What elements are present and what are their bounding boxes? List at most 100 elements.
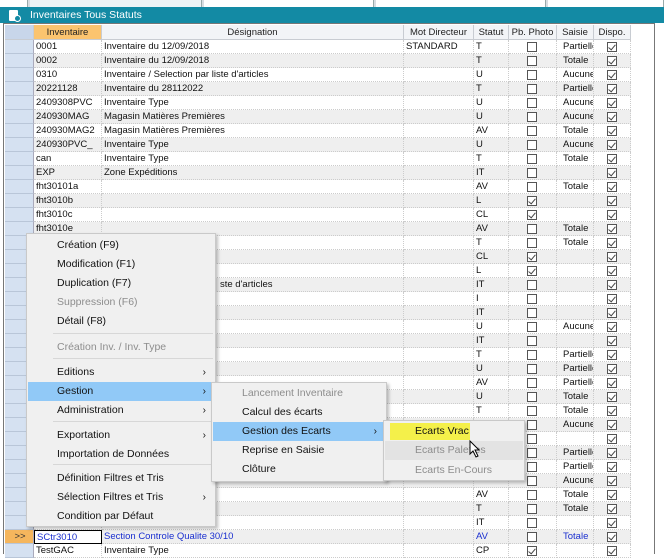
- cell-statut[interactable]: U: [474, 320, 509, 334]
- checkbox[interactable]: [607, 56, 617, 66]
- cell-dispo[interactable]: [594, 320, 631, 334]
- checkbox[interactable]: [607, 196, 617, 206]
- checkbox[interactable]: [527, 154, 537, 164]
- checkbox[interactable]: [607, 322, 617, 332]
- cell-inventaire[interactable]: SCtr3010: [34, 530, 102, 544]
- cell-dispo[interactable]: [594, 488, 631, 502]
- menu-item-administration[interactable]: Administration ›: [28, 401, 214, 420]
- cell-designation[interactable]: Inventaire / Selection par liste d'artic…: [102, 68, 404, 82]
- checkbox[interactable]: [527, 182, 537, 192]
- table-row[interactable]: >> SCtr3010 Section Controle Qualite 30/10…: [4, 530, 631, 544]
- cell-dispo[interactable]: [594, 530, 631, 544]
- cell-inventaire[interactable]: fht30101a: [34, 180, 102, 194]
- header-dispo[interactable]: Dispo.: [594, 25, 631, 40]
- cell-mot-directeur[interactable]: [404, 82, 474, 96]
- cell-saisie[interactable]: [557, 250, 594, 264]
- cell-dispo[interactable]: [594, 474, 631, 488]
- checkbox[interactable]: [527, 546, 537, 556]
- menu-item-ecarts-vrac[interactable]: Ecarts Vrac: [385, 422, 523, 441]
- cell-saisie[interactable]: [557, 544, 594, 558]
- cell-saisie[interactable]: [557, 166, 594, 180]
- table-row[interactable]: fht3010e AV Totale: [4, 222, 631, 236]
- cell-inventaire[interactable]: can: [34, 152, 102, 166]
- menu-item-duplication-f7[interactable]: Duplication (F7): [28, 274, 214, 293]
- checkbox[interactable]: [607, 546, 617, 556]
- table-row[interactable]: TestGAC Inventaire Type CP: [4, 544, 631, 558]
- cell-statut[interactable]: L: [474, 194, 509, 208]
- cell-dispo[interactable]: [594, 418, 631, 432]
- cell-saisie[interactable]: [557, 208, 594, 222]
- cell-mot-directeur[interactable]: [404, 334, 474, 348]
- cell-mot-directeur[interactable]: [404, 530, 474, 544]
- cell-mot-directeur[interactable]: [404, 320, 474, 334]
- checkbox[interactable]: [607, 448, 617, 458]
- cell-dispo[interactable]: [594, 236, 631, 250]
- checkbox[interactable]: [527, 350, 537, 360]
- checkbox[interactable]: [607, 378, 617, 388]
- cell-saisie[interactable]: Aucune: [557, 68, 594, 82]
- cell-pb-photo[interactable]: [509, 82, 557, 96]
- checkbox[interactable]: [527, 434, 537, 444]
- checkbox[interactable]: [527, 504, 537, 514]
- cell-dispo[interactable]: [594, 544, 631, 558]
- cell-pb-photo[interactable]: [509, 180, 557, 194]
- checkbox[interactable]: [607, 238, 617, 248]
- cell-statut[interactable]: L: [474, 264, 509, 278]
- cell-statut[interactable]: IT: [474, 516, 509, 530]
- cell-inventaire[interactable]: fht3010b: [34, 194, 102, 208]
- cell-mot-directeur[interactable]: [404, 488, 474, 502]
- checkbox[interactable]: [527, 532, 537, 542]
- cell-mot-directeur[interactable]: [404, 264, 474, 278]
- checkbox[interactable]: [607, 462, 617, 472]
- checkbox[interactable]: [527, 462, 537, 472]
- cell-mot-directeur[interactable]: [404, 236, 474, 250]
- menu-item-suppression-f6[interactable]: Suppression (F6): [28, 293, 214, 312]
- cell-saisie[interactable]: Aucune: [557, 418, 594, 432]
- checkbox[interactable]: [607, 70, 617, 80]
- cell-designation[interactable]: Inventaire Type: [102, 152, 404, 166]
- checkbox[interactable]: [607, 476, 617, 486]
- cell-inventaire[interactable]: 0001: [34, 40, 102, 54]
- cell-pb-photo[interactable]: [509, 376, 557, 390]
- checkbox[interactable]: [607, 434, 617, 444]
- row-header[interactable]: [5, 208, 34, 222]
- cell-pb-photo[interactable]: [509, 278, 557, 292]
- cell-pb-photo[interactable]: [509, 460, 557, 474]
- menu-item-cre-ation-f9[interactable]: Création (F9): [28, 236, 214, 255]
- cell-statut[interactable]: T: [474, 236, 509, 250]
- cell-pb-photo[interactable]: [509, 292, 557, 306]
- cell-pb-photo[interactable]: [509, 110, 557, 124]
- table-row[interactable]: 0001 Inventaire du 12/09/2018 STANDARD T Par…: [4, 40, 631, 54]
- cell-statut[interactable]: U: [474, 390, 509, 404]
- cell-mot-directeur[interactable]: [404, 502, 474, 516]
- cell-saisie[interactable]: Totale: [557, 180, 594, 194]
- cell-mot-directeur[interactable]: [404, 544, 474, 558]
- cell-mot-directeur[interactable]: [404, 376, 474, 390]
- cell-saisie[interactable]: Partielle: [557, 446, 594, 460]
- cell-dispo[interactable]: [594, 222, 631, 236]
- cell-designation[interactable]: [102, 320, 404, 334]
- cell-statut[interactable]: T: [474, 502, 509, 516]
- cell-saisie[interactable]: Totale: [557, 222, 594, 236]
- checkbox[interactable]: [607, 84, 617, 94]
- cell-mot-directeur[interactable]: [404, 292, 474, 306]
- cell-saisie[interactable]: Aucune: [557, 138, 594, 152]
- cell-inventaire[interactable]: 240930PVC_: [34, 138, 102, 152]
- cell-statut[interactable]: T: [474, 40, 509, 54]
- row-header[interactable]: [5, 180, 34, 194]
- cell-pb-photo[interactable]: [509, 166, 557, 180]
- checkbox[interactable]: [527, 224, 537, 234]
- table-row[interactable]: 240930MAG2 Magasin Matières Premières AV To…: [4, 124, 631, 138]
- checkbox[interactable]: [527, 336, 537, 346]
- cell-dispo[interactable]: [594, 138, 631, 152]
- cell-designation[interactable]: [102, 180, 404, 194]
- row-header[interactable]: [5, 124, 34, 138]
- cell-designation[interactable]: Inventaire Type: [102, 138, 404, 152]
- cell-saisie[interactable]: [557, 516, 594, 530]
- row-header[interactable]: >>: [5, 530, 34, 544]
- cell-pb-photo[interactable]: [509, 138, 557, 152]
- checkbox[interactable]: [607, 504, 617, 514]
- cell-dispo[interactable]: [594, 152, 631, 166]
- table-row[interactable]: fht30101a AV Totale: [4, 180, 631, 194]
- cell-pb-photo[interactable]: [509, 40, 557, 54]
